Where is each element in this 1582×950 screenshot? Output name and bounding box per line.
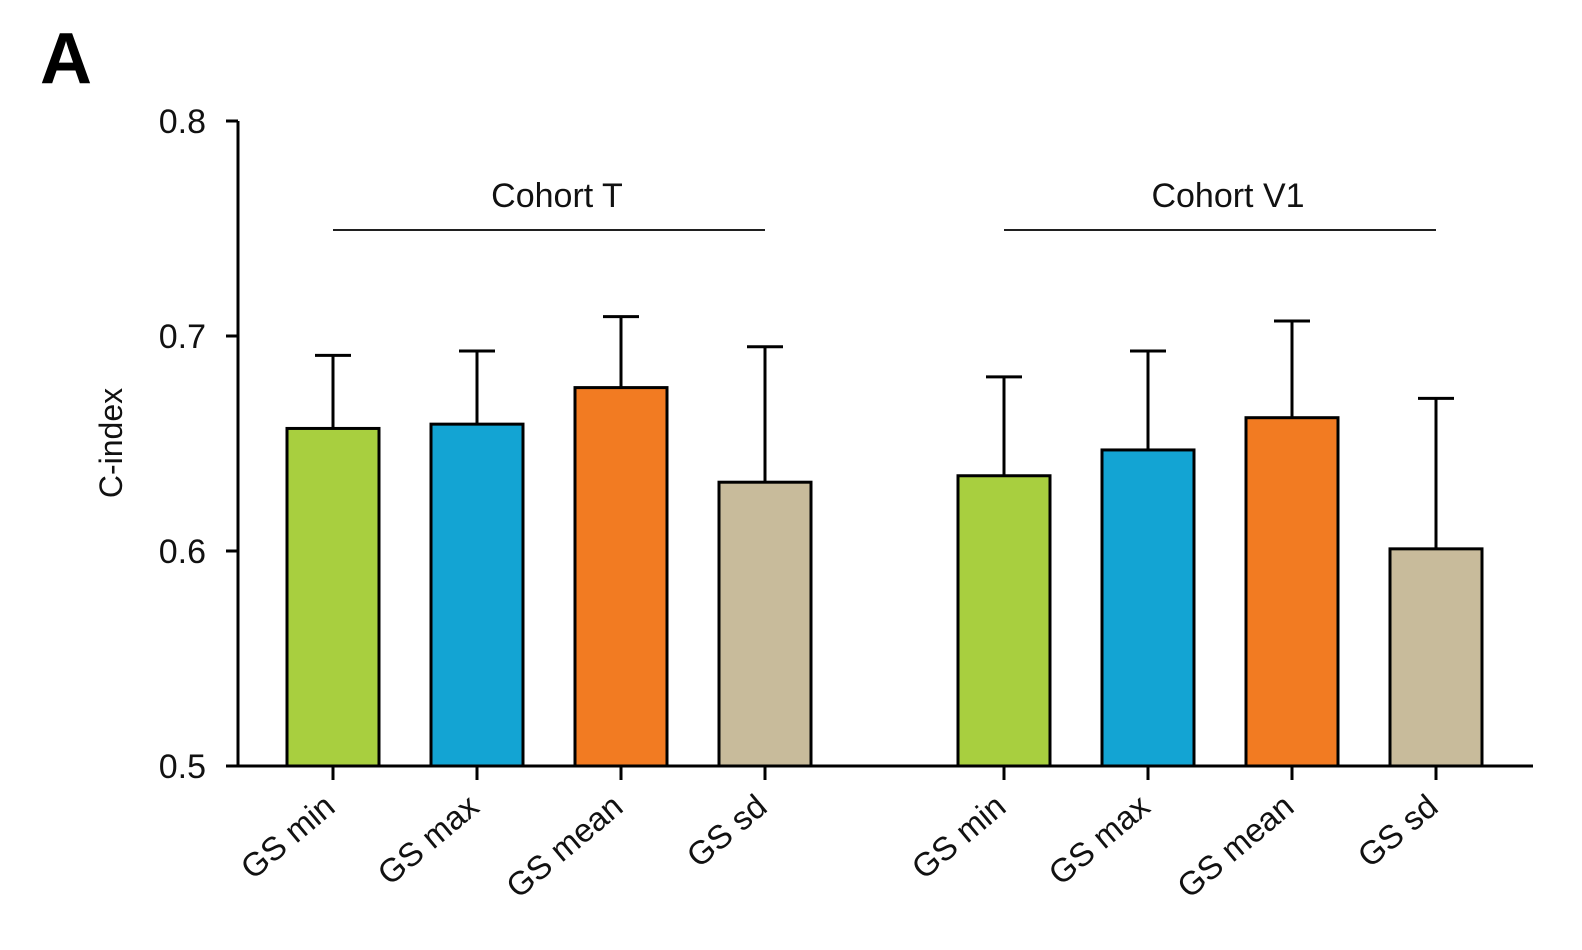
bars [285,315,1484,768]
x-tick-label: GS max [1041,787,1156,892]
panel-label: A [40,19,92,99]
y-tick-label: 0.6 [159,533,206,571]
bar [285,426,381,768]
group-label: Cohort T [491,177,623,215]
bar [1244,416,1340,768]
y-axis-title: C-index [93,388,129,498]
x-tick-label: GS min [233,787,341,886]
y-axis: 0.5 0.6 0.7 0.8 [159,103,240,786]
group-label: Cohort V1 [1151,177,1304,215]
x-tick-label: GS max [370,787,485,892]
bar [429,422,525,768]
x-tick-label: GS min [904,787,1012,886]
y-tick-label: 0.8 [159,103,206,141]
x-tick-label: GS sd [1350,787,1444,874]
bar [956,474,1052,768]
x-tick-label: GS sd [679,787,773,874]
y-tick-label: 0.7 [159,318,206,356]
bar [1388,547,1484,768]
x-tick-label: GS mean [499,787,630,905]
y-tick-label: 0.5 [159,748,206,786]
bar [1100,448,1196,768]
cohort-groups: Cohort T Cohort V1 [333,177,1436,231]
bar [573,386,669,768]
x-tick-label: GS mean [1170,787,1301,905]
bar [717,480,813,768]
x-axis: GS min GS max GS mean GS sd GS min GS max GS m… [233,764,1533,905]
